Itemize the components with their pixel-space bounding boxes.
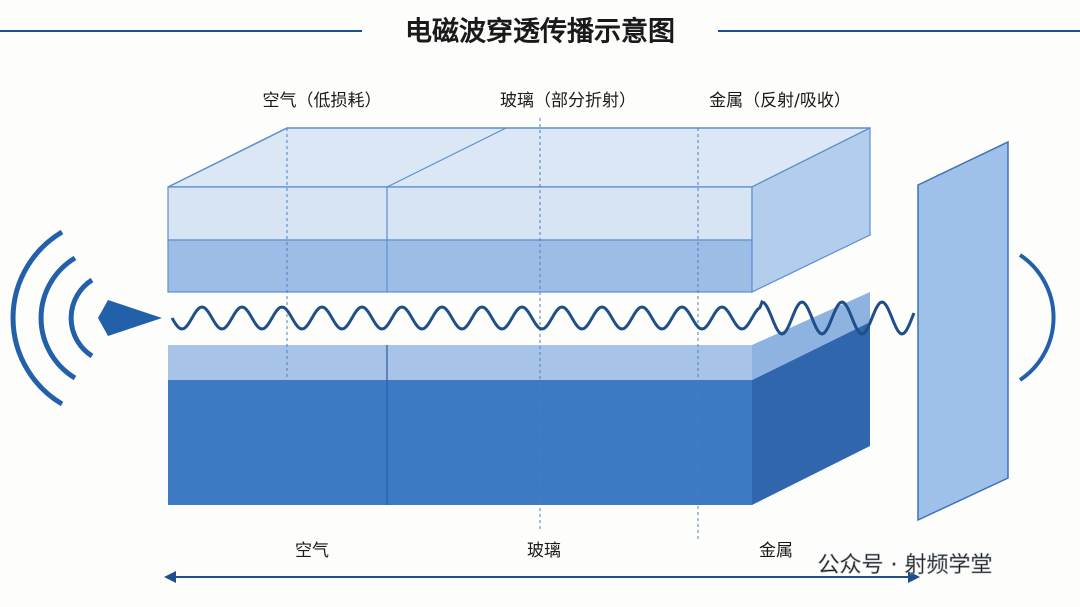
slab-front	[167, 239, 753, 293]
slab-top-face	[167, 127, 871, 188]
top-label: 金属（反射/吸收）	[709, 91, 851, 111]
bottom-label: 玻璃	[527, 541, 561, 561]
top-label: 玻璃（部分折射）	[500, 91, 636, 111]
slab-side	[752, 292, 870, 380]
title: 电磁波穿透传播示意图	[405, 16, 675, 48]
arrow-head	[908, 571, 920, 583]
emitter	[98, 300, 162, 336]
slab-side	[752, 322, 870, 505]
emitter-arc	[38, 255, 77, 381]
edge	[386, 127, 507, 188]
emitter-arc	[68, 277, 94, 359]
slab-side	[751, 127, 871, 293]
reflect-arc	[1018, 253, 1056, 382]
wave	[170, 300, 916, 336]
metal-plate	[917, 140, 1009, 522]
slab-front	[168, 345, 752, 380]
bottom-label: 金属	[759, 541, 793, 561]
arrow-head	[164, 571, 176, 583]
slab-front	[168, 380, 752, 505]
watermark: 公众号 · 射频学堂	[818, 553, 993, 578]
top-label: 空气（低损耗）	[263, 91, 382, 111]
bottom-label: 空气	[295, 541, 329, 561]
emitter-arc	[10, 229, 64, 407]
slab-front	[167, 186, 753, 241]
